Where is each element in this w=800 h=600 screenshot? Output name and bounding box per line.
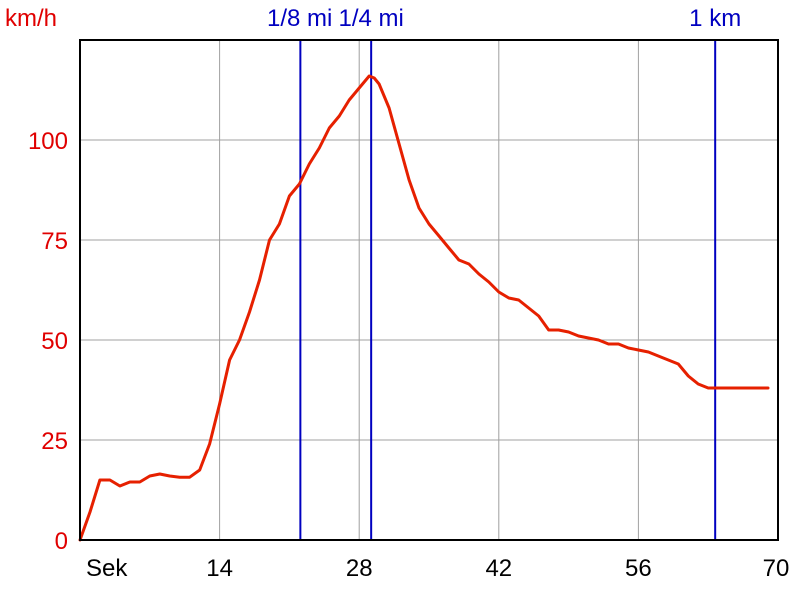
x-tick-label: 56: [625, 555, 652, 582]
speed-series-line: [78, 74, 770, 542]
distance-marker-labels: 1/8 mi 1/4 mi 1 km: [267, 5, 741, 32]
x-tick-label: 28: [346, 555, 373, 582]
x-tick-labels: 14 28 42 56 70: [206, 555, 789, 582]
y-tick-label: 50: [41, 328, 68, 355]
y-tick-label: 100: [28, 128, 68, 155]
y-tick-label: 25: [41, 428, 68, 455]
distance-marker-label: 1/4 mi: [338, 5, 403, 32]
x-tick-label: 14: [206, 555, 233, 582]
y-axis-label: km/h: [5, 5, 57, 32]
y-tick-label: 0: [55, 528, 68, 555]
x-tick-label: 42: [485, 555, 512, 582]
distance-marker-label: 1 km: [689, 5, 741, 32]
y-tick-labels: 0 25 50 75 100: [28, 128, 68, 555]
distance-marker-label: 1/8 mi: [267, 5, 332, 32]
distance-markers: [299, 40, 717, 540]
plot-background: [80, 40, 778, 540]
grid-lines: [80, 40, 778, 540]
x-tick-label: 70: [763, 555, 790, 582]
plot-frame: [79, 39, 779, 541]
x-axis-label: Sek: [86, 555, 128, 582]
y-tick-label: 75: [41, 228, 68, 255]
